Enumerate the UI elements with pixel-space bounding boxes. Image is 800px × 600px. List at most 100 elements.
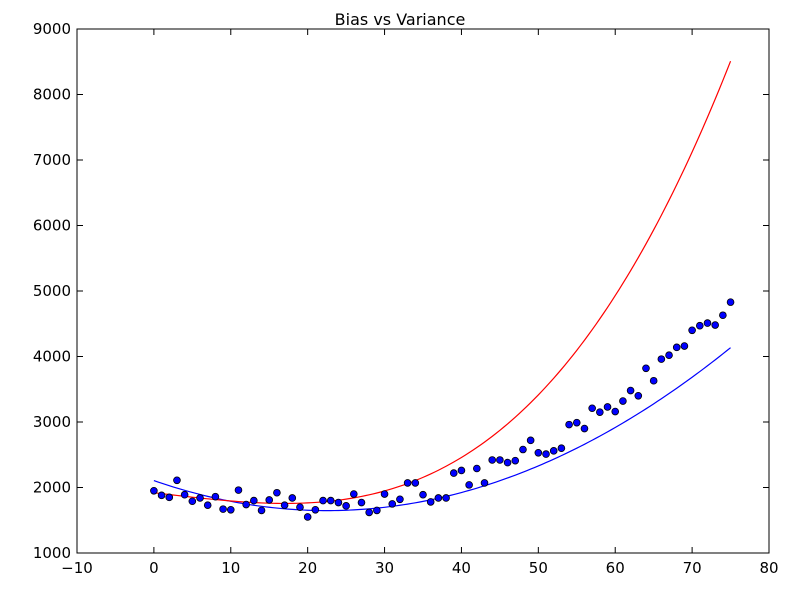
x-tick-label: 20 <box>298 559 317 577</box>
data-point <box>388 500 397 508</box>
plot-frame <box>76 28 770 554</box>
data-point <box>219 505 227 513</box>
x-tick-label: 70 <box>683 559 702 577</box>
data-point <box>688 326 696 335</box>
data-point <box>319 496 327 505</box>
data-point <box>596 408 604 416</box>
series-layer <box>153 60 732 512</box>
data-point <box>703 319 712 327</box>
data-point <box>665 351 673 359</box>
y-tick-label: 3000 <box>33 413 71 431</box>
data-point <box>657 355 666 363</box>
y-tick-label: 6000 <box>33 217 71 235</box>
data-point <box>380 490 389 498</box>
y-tick-label: 5000 <box>33 282 71 300</box>
data-point <box>373 506 381 515</box>
data-point <box>303 513 312 521</box>
data-point <box>288 494 297 502</box>
data-point <box>188 497 197 506</box>
points-layer <box>150 298 735 521</box>
y-tick-label: 1000 <box>33 544 71 562</box>
data-point <box>672 343 681 352</box>
data-point <box>296 503 304 511</box>
data-point <box>496 456 504 464</box>
y-tick-label: 8000 <box>33 86 71 104</box>
data-point <box>649 376 658 385</box>
data-point <box>611 407 620 416</box>
data-point <box>157 491 166 500</box>
data-point <box>242 500 250 509</box>
data-point <box>150 486 158 495</box>
data-point <box>473 464 481 473</box>
data-point <box>588 404 596 413</box>
data-point <box>465 481 473 489</box>
x-tick-label: 0 <box>149 559 159 577</box>
data-point <box>580 424 589 433</box>
data-point <box>534 448 543 457</box>
data-point <box>603 403 612 411</box>
data-point <box>480 479 489 487</box>
data-point <box>519 445 527 454</box>
data-point <box>419 490 427 499</box>
data-point <box>396 495 404 504</box>
data-point <box>180 490 189 499</box>
data-point <box>234 486 243 494</box>
data-point <box>565 420 573 429</box>
x-tick-label: −10 <box>61 559 93 577</box>
y-tick-label: 7000 <box>33 151 71 169</box>
x-tick-label: 40 <box>452 559 471 577</box>
fit-line-1 <box>153 347 731 512</box>
data-point <box>403 479 412 487</box>
data-point <box>488 456 497 464</box>
data-point <box>711 321 719 329</box>
data-point <box>549 447 558 455</box>
chart-title: Bias vs Variance <box>335 10 466 29</box>
data-point <box>165 493 174 502</box>
x-tick-label: 50 <box>529 559 548 577</box>
data-point <box>449 469 458 477</box>
data-point <box>211 492 220 501</box>
data-point <box>680 342 689 350</box>
data-point <box>365 508 373 517</box>
y-tick-label: 9000 <box>33 20 71 38</box>
data-point <box>511 456 520 465</box>
data-point <box>434 494 443 502</box>
data-point <box>250 496 258 505</box>
x-tick-label: 80 <box>759 559 778 577</box>
data-point <box>619 397 627 405</box>
data-point <box>203 501 212 509</box>
x-tick-label: 30 <box>375 559 394 577</box>
data-point <box>542 450 550 458</box>
data-point <box>311 505 320 514</box>
data-point <box>196 494 204 502</box>
data-point <box>411 479 420 487</box>
data-point <box>442 494 450 502</box>
data-point <box>326 496 335 505</box>
data-point <box>503 458 512 467</box>
data-point <box>173 476 181 485</box>
data-point <box>626 386 635 395</box>
data-point <box>280 501 289 509</box>
data-point <box>642 364 650 373</box>
data-point <box>695 321 704 330</box>
data-point <box>273 488 281 497</box>
data-point <box>572 418 581 427</box>
data-point <box>457 466 466 475</box>
x-tick-label: 60 <box>606 559 625 577</box>
data-point <box>357 498 366 507</box>
data-point <box>634 391 643 400</box>
data-point <box>257 506 266 515</box>
data-point <box>526 436 535 445</box>
data-point <box>426 498 435 506</box>
data-point <box>726 298 735 306</box>
y-tick-label: 2000 <box>33 479 71 497</box>
data-point <box>342 502 350 510</box>
data-point <box>334 498 343 507</box>
y-tick-label: 4000 <box>33 348 71 366</box>
data-point <box>226 505 235 514</box>
data-point <box>557 444 566 453</box>
data-point <box>719 311 727 320</box>
fit-line-2 <box>153 60 732 505</box>
ticks-layer: −10 0 10 20 30 40 50 60 70 80 1000 2000 3000 4000 5000… <box>33 20 779 577</box>
